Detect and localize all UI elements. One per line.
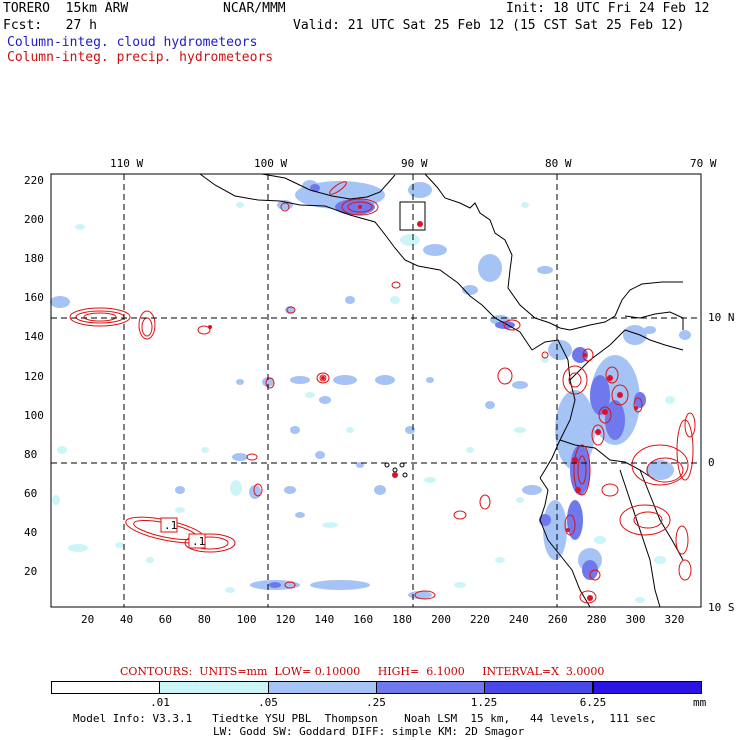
lon-label: 90 W [401, 157, 428, 170]
map-frame [50, 173, 702, 608]
x-tick-label: 40 [119, 613, 134, 626]
x-tick-label: 220 [470, 613, 490, 626]
x-tick-label: 180 [392, 613, 413, 626]
x-tick-label: 100 [236, 613, 257, 626]
colorbar-label: 1.25 [470, 696, 498, 709]
colorbar-label: 6.25 [579, 696, 607, 709]
coastline [199, 173, 684, 608]
lon-label: 100 W [254, 157, 288, 170]
y-tick-label: 100 [24, 408, 44, 422]
y-tick-label: 40 [24, 525, 38, 539]
colorbar-label: .01 [150, 696, 170, 709]
contour-label-boxes [160, 517, 206, 549]
colorbar-label: .05 [258, 696, 278, 709]
cloud-field [50, 180, 691, 603]
model-title: TORERO 15km ARW [3, 1, 129, 16]
latlon-grid [51, 174, 701, 607]
y-tick-label: 200 [24, 213, 44, 227]
x-tick-label: 140 [314, 613, 335, 626]
colorbar-label: .25 [366, 696, 386, 709]
org-label: NCAR/MMM [223, 1, 286, 16]
model-physics: LW: Godd SW: Goddard DIFF: simple KM: 2D… [213, 725, 525, 738]
x-tick-label: 260 [547, 613, 568, 626]
x-tick-label: 300 [625, 613, 646, 626]
colorbar-cell [267, 681, 377, 694]
lon-label: 80 W [545, 157, 572, 170]
model-info: Model Info: V3.3.1 Tiedtke YSU PBL Thomp… [73, 712, 656, 725]
lat-label: 0 [708, 456, 715, 469]
x-tick-label: 160 [353, 613, 374, 626]
x-tick-label: 320 [664, 613, 685, 626]
x-tick-label: 20 [81, 613, 95, 626]
x-tick-label: 240 [508, 613, 529, 626]
lat-label: 10 S [708, 601, 735, 614]
x-tick-label: 200 [431, 613, 451, 626]
legend-precip: Column-integ. precip. hydrometeors [7, 50, 274, 65]
y-tick-label: 220 [24, 174, 44, 187]
colorbar-cell [484, 681, 594, 694]
contour-info: CONTOURS: UNITS=mm LOW= 0.10000 HIGH= 6.… [120, 665, 605, 678]
legend-cloud: Column-integ. cloud hydrometeors [7, 35, 258, 50]
forecast-hour: Fcst: 27 h [3, 18, 97, 33]
colorbar-cell [592, 681, 702, 694]
valid-time: Valid: 21 UTC Sat 25 Feb 12 (15 CST Sat … [293, 18, 685, 33]
x-tick-label: 60 [158, 613, 173, 626]
y-tick-label: 120 [24, 369, 44, 383]
y-tick-label: 140 [24, 330, 44, 344]
colorbar-cell [51, 681, 161, 694]
init-time: Init: 18 UTC Fri 24 Feb 12 [506, 1, 710, 16]
colorbar-cell [159, 681, 269, 694]
x-tick-label: 120 [275, 613, 296, 626]
contour-label: .1 [164, 519, 178, 532]
colorbar-unit: mm [693, 696, 707, 709]
y-tick-label: 180 [24, 252, 44, 266]
lat-label: 10 N [708, 311, 735, 324]
precip-cores [208, 205, 638, 601]
y-tick-label: 20 [24, 565, 38, 578]
y-tick-label: 60 [24, 486, 38, 500]
lon-label: 110 W [110, 157, 144, 170]
y-tick-label: 160 [24, 291, 44, 305]
x-tick-label: 280 [586, 613, 607, 626]
contour-label: .1 [192, 535, 206, 548]
x-tick-label: 80 [197, 613, 211, 626]
colorbar-cell [375, 681, 486, 694]
y-tick-label: 80 [24, 447, 38, 461]
lon-label: 70 W [690, 157, 717, 170]
